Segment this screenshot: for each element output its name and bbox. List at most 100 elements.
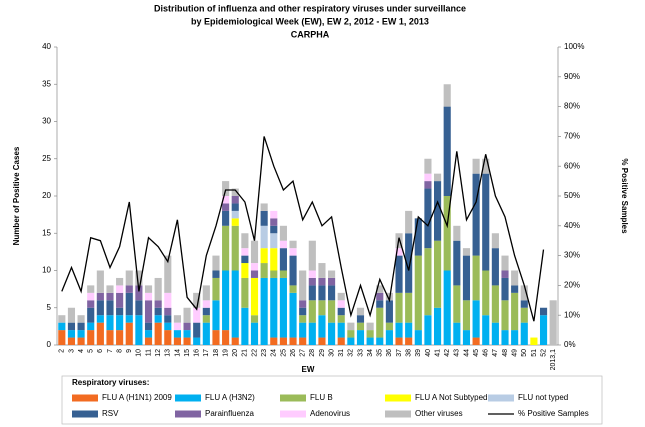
- bar-segment: [434, 181, 442, 241]
- legend-label: FLU A (H3N2): [205, 393, 255, 402]
- bar-segment: [250, 322, 259, 345]
- bar-segment: [58, 330, 66, 345]
- bar-segment: [231, 225, 239, 271]
- x-tick-label: 51: [531, 349, 538, 357]
- bar-segment: [424, 158, 432, 174]
- legend-label: Adenovirus: [310, 409, 350, 418]
- bar-segment: [154, 322, 162, 345]
- x-tick-label: 40: [425, 349, 432, 357]
- y2-tick-label: 0%: [564, 340, 576, 349]
- bar-segment: [222, 225, 230, 271]
- x-tick-label: 2013,1: [550, 349, 557, 371]
- bar-segment: [96, 292, 104, 301]
- bar-segment: [222, 270, 230, 331]
- bar-segment: [67, 337, 76, 345]
- x-tick-label: 30: [328, 349, 335, 357]
- bar-segment: [434, 173, 442, 182]
- y2-tick-label: 90%: [564, 72, 580, 81]
- bar-segment: [472, 158, 480, 174]
- x-axis-title: EW: [302, 365, 315, 374]
- bar-segment: [202, 307, 210, 316]
- bar-segment: [299, 315, 307, 323]
- bar-segment: [260, 203, 268, 211]
- bar-segment: [241, 307, 249, 345]
- x-tick-label: 21: [242, 349, 249, 357]
- y2-tick-label: 80%: [564, 102, 580, 111]
- bar-segment: [424, 315, 432, 345]
- y2-tick-label: 100%: [564, 42, 584, 51]
- x-tick-label: 46: [483, 349, 490, 357]
- bar-segment: [173, 337, 181, 345]
- bar-segment: [501, 255, 509, 271]
- bar-segment: [87, 307, 95, 323]
- bar-segment: [222, 196, 230, 204]
- chart-title: by Epidemiological Week (EW), EW 2, 2012…: [191, 16, 429, 26]
- bar-segment: [530, 337, 538, 345]
- bar-segment: [328, 285, 336, 301]
- bar-segment: [328, 277, 336, 286]
- bar-segment: [116, 277, 124, 286]
- bar-segment: [58, 315, 66, 323]
- bar-segment: [376, 292, 384, 301]
- x-tick-label: 39: [415, 349, 422, 357]
- x-tick-label: 26: [290, 349, 297, 357]
- bar-segment: [385, 300, 393, 323]
- bar-segment: [539, 307, 548, 316]
- y-tick-label: 5: [47, 303, 52, 312]
- x-tick-label: 19: [222, 349, 229, 357]
- bar-segment: [164, 315, 172, 323]
- bar-segment: [183, 337, 191, 345]
- x-tick-label: 48: [502, 349, 509, 357]
- bar-segment: [462, 248, 471, 256]
- x-tick-label: 52: [540, 349, 547, 357]
- y-tick-label: 0: [47, 340, 52, 349]
- x-tick-label: 5: [88, 349, 95, 353]
- bar-segment: [144, 322, 153, 331]
- x-tick-label: 17: [203, 349, 210, 357]
- bar-segment: [491, 285, 499, 323]
- bar-segment: [279, 225, 287, 241]
- bar-segment: [414, 330, 422, 345]
- bar-segment: [231, 203, 239, 211]
- bar-segment: [539, 315, 548, 345]
- bar-segment: [241, 255, 249, 264]
- bar-segment: [270, 210, 278, 219]
- bar-segment: [164, 255, 172, 293]
- bar-segment: [58, 322, 66, 331]
- bar-segment: [222, 181, 230, 196]
- bar-segment: [337, 322, 345, 338]
- bar-segment: [144, 292, 153, 301]
- bar-segment: [462, 330, 471, 345]
- bar-segment: [231, 188, 239, 196]
- bar-segment: [308, 322, 316, 345]
- bar-segment: [231, 210, 239, 219]
- x-tick-label: 6: [97, 349, 104, 353]
- bar-segment: [511, 285, 519, 293]
- chart-title: CARPHA: [291, 29, 330, 39]
- bar-segment: [96, 315, 104, 323]
- bar-segment: [125, 292, 133, 316]
- bar-segment: [308, 277, 316, 286]
- bar-segment: [67, 322, 76, 331]
- bar-segment: [106, 285, 114, 293]
- bar-segment: [443, 270, 451, 345]
- y-tick-label: 15: [42, 228, 51, 237]
- y2-tick-label: 20%: [564, 281, 580, 290]
- x-tick-label: 7: [107, 349, 114, 353]
- bar-segment: [356, 322, 365, 331]
- bar-segment: [116, 292, 124, 308]
- bar-segment: [231, 270, 239, 338]
- bar-segment: [337, 300, 345, 308]
- bar-segment: [328, 270, 336, 278]
- bar-segment: [250, 277, 259, 316]
- bar-segment: [395, 292, 403, 323]
- bar-segment: [308, 285, 316, 301]
- bar-segment: [405, 210, 413, 234]
- bar-segment: [144, 330, 153, 338]
- bar-segment: [337, 337, 345, 345]
- bar-segment: [154, 277, 162, 301]
- bar-segment: [183, 330, 191, 338]
- bar-segment: [193, 292, 201, 308]
- bar-segment: [164, 330, 172, 345]
- bar-segment: [116, 285, 124, 293]
